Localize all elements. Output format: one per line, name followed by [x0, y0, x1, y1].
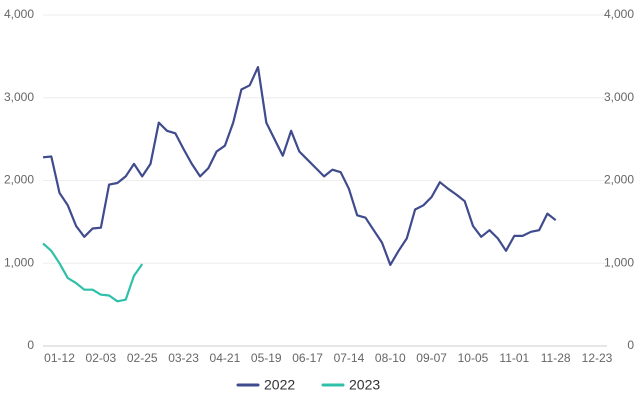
- x-tick-label: 10-05: [458, 351, 489, 365]
- y2-tick-label: 3,000: [604, 90, 634, 104]
- y-tick-label: 4,000: [4, 7, 34, 21]
- y2-tick-label: 4,000: [604, 7, 634, 21]
- y-tick-label: 2,000: [4, 173, 34, 187]
- y2-tick-label: 1,000: [604, 255, 634, 269]
- x-tick-label: 11-01: [499, 351, 529, 365]
- y-tick-label: 1,000: [4, 255, 34, 269]
- y2-tick-label: 0: [627, 338, 634, 352]
- series-line: [42, 66, 557, 266]
- legend-label: 2023: [349, 377, 380, 393]
- x-tick-label: 09-07: [416, 351, 447, 365]
- series-line: [42, 242, 144, 303]
- legend-label: 2022: [264, 377, 295, 393]
- x-tick-label: 02-25: [127, 351, 158, 365]
- y-tick-label: 3,000: [4, 90, 34, 104]
- x-tick-label: 12-23: [582, 351, 613, 365]
- x-tick-label: 06-17: [292, 351, 323, 365]
- x-tick-label: 04-21: [210, 351, 241, 365]
- legend: 2022 2023: [236, 377, 380, 393]
- x-tick-label: 02-03: [86, 351, 117, 365]
- x-tick-label: 03-23: [168, 351, 199, 365]
- x-tick-label: 01-12: [44, 351, 75, 365]
- x-tick-label: 07-14: [334, 351, 365, 365]
- y-tick-label: 0: [27, 338, 34, 352]
- y2-tick-label: 2,000: [604, 173, 634, 187]
- x-tick-label: 11-28: [541, 351, 571, 365]
- x-tick-label: 05-19: [251, 351, 282, 365]
- x-tick-label: 08-10: [375, 351, 406, 365]
